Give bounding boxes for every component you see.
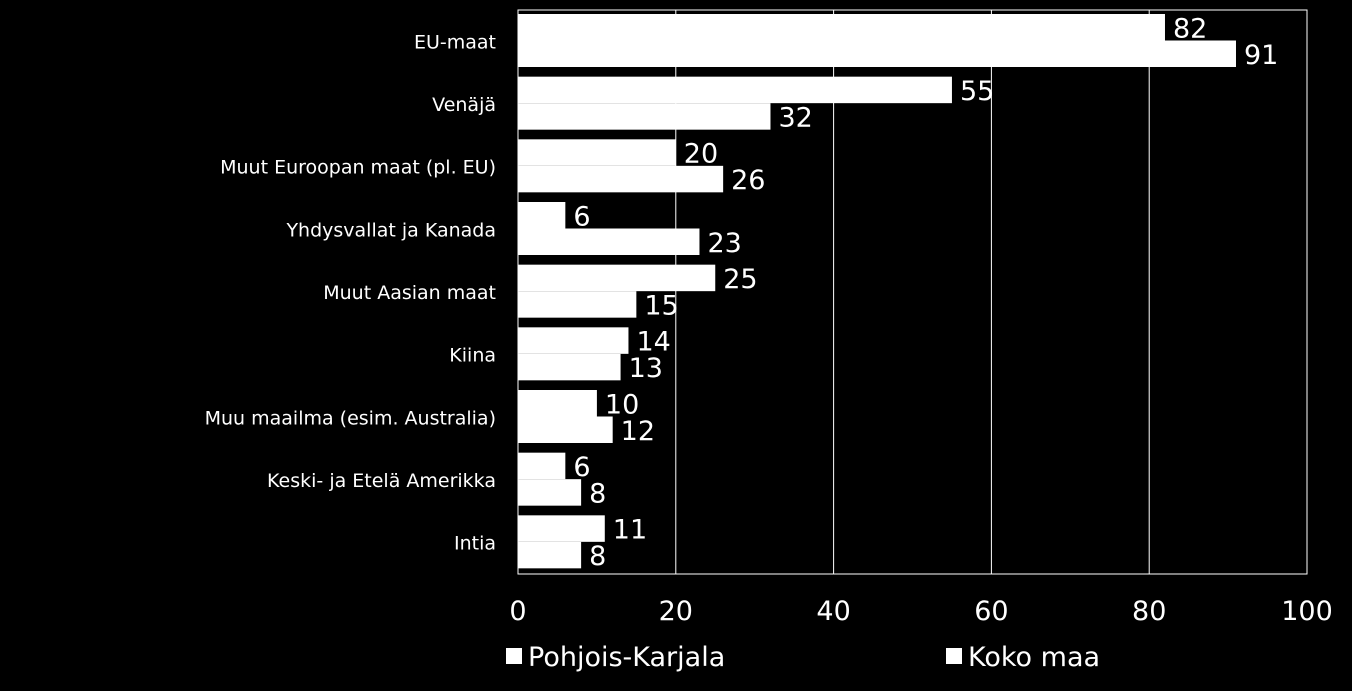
bar-1-4 xyxy=(518,202,566,229)
legend: Pohjois-Karjala Koko maa xyxy=(506,642,1100,673)
data-label-1-5: 25 xyxy=(723,264,757,295)
bar-2-3 xyxy=(518,165,724,193)
data-label-2-2: 32 xyxy=(778,102,812,133)
bar-1-6 xyxy=(518,327,629,354)
data-label-1-4: 6 xyxy=(573,201,590,232)
category-labels: EU-maat Venäjä Muut Euroopan maat (pl. EU)… xyxy=(205,31,496,554)
data-label-1-6: 14 xyxy=(636,327,670,358)
bar-1-1 xyxy=(518,14,1165,41)
data-label-2-5: 15 xyxy=(644,290,678,321)
category-label-9: Intia xyxy=(454,533,496,555)
data-label-2-9: 8 xyxy=(589,541,606,572)
category-label-8: Keski- ja Etelä Amerikka xyxy=(267,470,496,492)
bar-1-9 xyxy=(518,515,605,542)
bar-1-8 xyxy=(518,452,566,480)
bar-2-2 xyxy=(518,103,771,130)
legend-label-2: Koko maa xyxy=(968,642,1100,673)
bar-2-4 xyxy=(518,228,700,255)
data-label-1-1: 82 xyxy=(1173,13,1207,44)
x-axis-tick-labels: 0 20 40 60 80 100 xyxy=(509,596,1332,627)
bar-2-6 xyxy=(518,353,621,381)
bar-1-5 xyxy=(518,264,716,292)
bar-2-9 xyxy=(518,541,582,569)
x-tick-label-80: 80 xyxy=(1132,596,1166,627)
bar-1-2 xyxy=(518,76,952,104)
bar-1-3 xyxy=(518,139,676,166)
data-label-2-7: 12 xyxy=(621,416,655,447)
legend-swatch-2 xyxy=(946,648,962,664)
category-label-2: Venäjä xyxy=(432,94,496,116)
data-label-1-2: 55 xyxy=(960,76,994,107)
x-tick-label-60: 60 xyxy=(974,596,1008,627)
bar-2-1 xyxy=(518,40,1236,67)
data-label-2-8: 8 xyxy=(589,478,606,509)
category-label-4: Yhdysvallat ja Kanada xyxy=(285,219,496,241)
legend-swatch-1 xyxy=(506,648,522,664)
legend-label-1: Pohjois-Karjala xyxy=(528,642,725,673)
category-label-1: EU-maat xyxy=(414,31,496,53)
bars xyxy=(518,14,1236,569)
bar-2-7 xyxy=(518,416,613,443)
bar-2-5 xyxy=(518,291,637,318)
category-label-5: Muut Aasian maat xyxy=(323,282,496,304)
category-label-6: Kiina xyxy=(449,345,496,367)
data-label-2-4: 23 xyxy=(707,228,741,259)
data-label-1-8: 6 xyxy=(573,452,590,483)
data-label-2-1: 91 xyxy=(1244,40,1278,71)
category-label-3: Muut Euroopan maat (pl. EU) xyxy=(220,157,496,179)
data-label-2-3: 26 xyxy=(731,165,765,196)
x-tick-label-20: 20 xyxy=(659,596,693,627)
x-tick-label-0: 0 xyxy=(509,596,526,627)
x-tick-label-40: 40 xyxy=(816,596,850,627)
data-label-1-3: 20 xyxy=(684,139,718,170)
data-label-2-6: 13 xyxy=(629,353,663,384)
data-label-1-9: 11 xyxy=(613,515,647,546)
category-label-7: Muu maailma (esim. Australia) xyxy=(205,407,496,429)
x-tick-label-100: 100 xyxy=(1281,596,1333,627)
data-label-1-7: 10 xyxy=(605,389,639,420)
bar-1-7 xyxy=(518,390,597,417)
bar-2-8 xyxy=(518,479,582,506)
